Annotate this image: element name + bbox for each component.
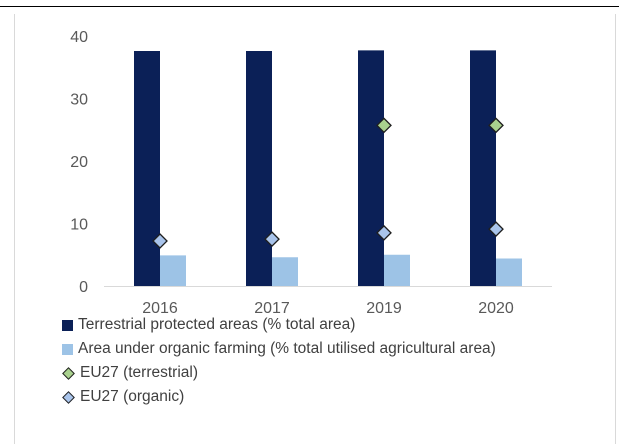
bar-chart: 0 10 20 30 40 2016 2017 2019 2020 [70,29,552,317]
y-tick-label: 40 [70,29,88,46]
bar-terrestrial-protected [470,50,496,286]
marker-eu27-terrestrial [376,117,392,134]
bar-organic-farming [160,255,186,286]
legend-item-terrestrial-protected: Terrestrial protected areas (% total are… [62,313,496,337]
bar-organic-farming [496,258,522,286]
legend-marker-eu27-organic [62,390,75,404]
legend-label-eu27-terrestrial: EU27 (terrestrial) [80,364,198,381]
bar-organic-farming [384,254,410,286]
y-tick-label: 20 [70,154,88,171]
y-tick-label: 10 [70,217,88,234]
bar-organic-farming [272,257,298,286]
x-tick-label: 2017 [254,300,290,317]
marker-eu27-organic [376,224,392,241]
bar-terrestrial-protected [246,51,272,286]
x-tick-label: 2020 [478,300,514,317]
x-tick-label: 2019 [366,300,402,317]
legend-label-organic-farming: Area under organic farming (% total util… [78,340,496,357]
x-axis-tick-labels: 2016 2017 2019 2020 [142,300,514,317]
marker-eu27-organic [152,233,168,249]
legend-swatch-organic-farming [62,343,73,355]
legend-label-terrestrial-protected: Terrestrial protected areas (% total are… [78,316,356,333]
top-rule [0,6,619,7]
legend-item-eu27-organic: EU27 (organic) [62,385,496,409]
markers [152,117,504,249]
bars [134,50,522,286]
bar-terrestrial-protected [134,51,160,286]
y-tick-label: 0 [79,279,88,296]
legend: Terrestrial protected areas (% total are… [62,313,496,409]
marker-eu27-terrestrial [488,117,504,134]
marker-eu27-organic [488,221,504,238]
x-tick-label: 2016 [142,300,178,317]
chart-frame [14,14,616,444]
legend-item-eu27-terrestrial: EU27 (terrestrial) [62,361,496,385]
y-tick-label: 30 [70,92,88,109]
y-axis-tick-labels: 0 10 20 30 40 [70,29,88,296]
marker-eu27-organic [264,231,280,248]
legend-item-organic-farming: Area under organic farming (% total util… [62,337,496,361]
legend-marker-eu27-terrestrial [62,366,75,380]
bar-terrestrial-protected [358,50,384,286]
legend-label-eu27-organic: EU27 (organic) [80,388,185,405]
legend-swatch-terrestrial-protected [62,319,73,331]
